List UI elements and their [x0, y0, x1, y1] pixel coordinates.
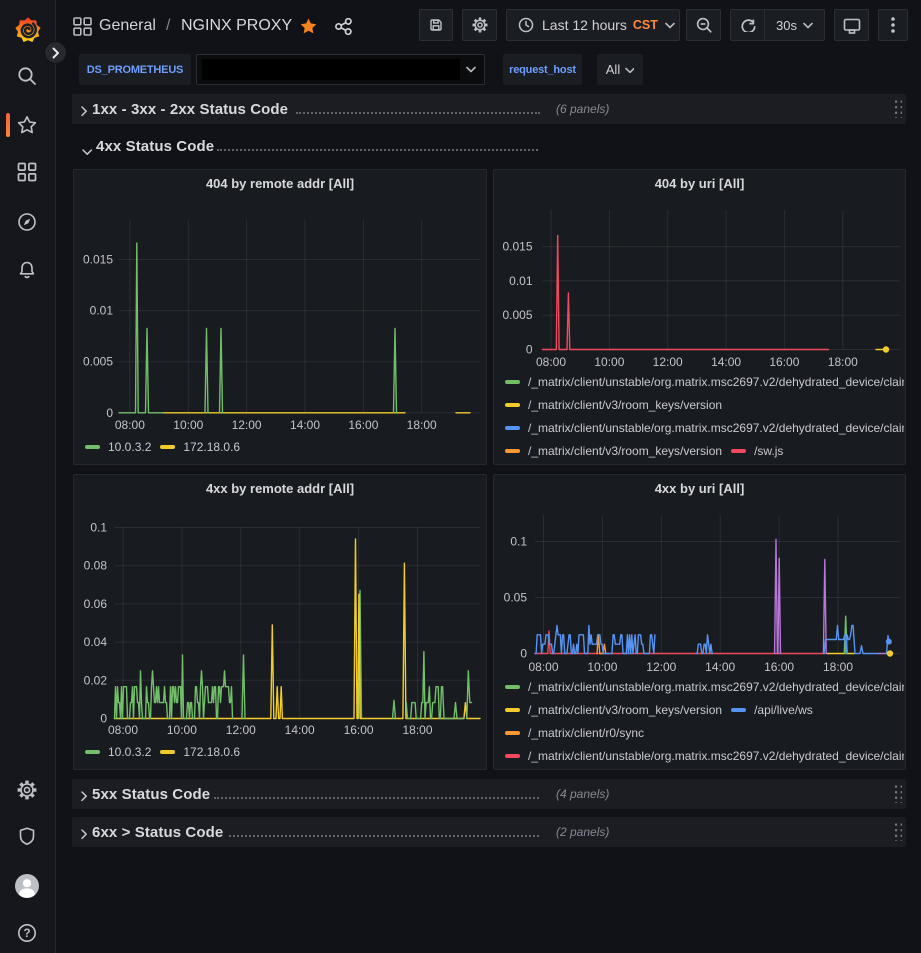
svg-text:0.01: 0.01 — [90, 304, 114, 318]
svg-text:10:00: 10:00 — [167, 723, 197, 737]
svg-text:16:00: 16:00 — [348, 418, 378, 432]
svg-text:14:00: 14:00 — [285, 723, 315, 737]
svg-text:18:00: 18:00 — [828, 355, 858, 369]
svg-text:18:00: 18:00 — [823, 660, 853, 674]
svg-text:12:00: 12:00 — [646, 660, 676, 674]
svg-text:18:00: 18:00 — [402, 723, 432, 737]
svg-text:14:00: 14:00 — [290, 418, 320, 432]
svg-text:?: ? — [23, 928, 30, 940]
svg-text:14:00: 14:00 — [705, 660, 735, 674]
svg-text:0: 0 — [526, 343, 533, 357]
svg-text:0: 0 — [520, 647, 527, 661]
svg-text:0.005: 0.005 — [83, 355, 113, 369]
svg-text:12:00: 12:00 — [226, 723, 256, 737]
svg-text:10:00: 10:00 — [587, 660, 617, 674]
svg-text:16:00: 16:00 — [764, 660, 794, 674]
svg-text:0.04: 0.04 — [84, 635, 108, 649]
svg-text:0.01: 0.01 — [509, 274, 533, 288]
svg-text:0: 0 — [106, 406, 113, 420]
svg-text:12:00: 12:00 — [653, 355, 683, 369]
svg-text:18:00: 18:00 — [407, 418, 437, 432]
svg-text:16:00: 16:00 — [344, 723, 374, 737]
svg-text:16:00: 16:00 — [769, 355, 799, 369]
svg-text:0.1: 0.1 — [510, 535, 527, 549]
svg-text:0.015: 0.015 — [83, 253, 113, 267]
svg-text:10:00: 10:00 — [594, 355, 624, 369]
svg-text:08:00: 08:00 — [528, 660, 558, 674]
svg-text:0.005: 0.005 — [502, 308, 532, 322]
svg-text:0: 0 — [100, 712, 107, 726]
svg-text:08:00: 08:00 — [115, 418, 145, 432]
svg-text:08:00: 08:00 — [536, 355, 566, 369]
svg-text:0.05: 0.05 — [504, 591, 528, 605]
svg-text:12:00: 12:00 — [232, 418, 262, 432]
svg-text:08:00: 08:00 — [108, 723, 138, 737]
svg-text:0.06: 0.06 — [84, 597, 108, 611]
svg-text:0.1: 0.1 — [90, 521, 107, 535]
svg-text:10:00: 10:00 — [173, 418, 203, 432]
svg-text:0.015: 0.015 — [502, 240, 532, 254]
svg-text:0.08: 0.08 — [84, 559, 108, 573]
svg-text:14:00: 14:00 — [711, 355, 741, 369]
svg-text:0.02: 0.02 — [84, 673, 108, 687]
